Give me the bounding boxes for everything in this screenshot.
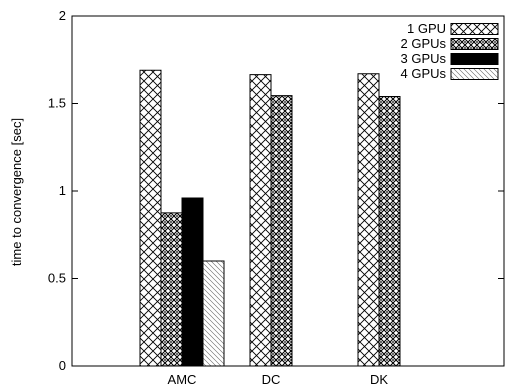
bar-amc-series-1 — [139, 69, 162, 367]
legend-swatch — [450, 38, 499, 50]
y-axis-label: time to convergence [sec] — [9, 118, 24, 266]
legend-swatch — [450, 23, 499, 35]
y-tick-label: 1.5 — [48, 96, 66, 111]
legend-label: 1 GPU — [407, 21, 446, 36]
bar-amc-series-3 — [181, 197, 204, 367]
legend-swatch — [450, 68, 499, 80]
legend-label: 3 GPUs — [400, 51, 446, 66]
bar-dc-series-1 — [249, 74, 272, 367]
bar-dc-series-2 — [270, 95, 293, 367]
x-tick-label: DC — [262, 372, 281, 387]
y-tick-label: 2 — [59, 8, 66, 23]
bar-dk-series-1 — [357, 73, 380, 367]
y-tick-label: 1 — [59, 183, 66, 198]
bar-amc-series-4 — [202, 260, 225, 367]
legend-swatch — [450, 53, 499, 65]
legend-label: 2 GPUs — [400, 36, 446, 51]
bar-amc-series-2 — [160, 212, 183, 367]
legend-label: 4 GPUs — [400, 66, 446, 81]
y-tick-label: 0 — [59, 358, 66, 373]
x-tick-label: DK — [370, 372, 388, 387]
bar-dk-series-2 — [378, 96, 401, 367]
y-tick-label: 0.5 — [48, 271, 66, 286]
x-tick-label: AMC — [168, 372, 197, 387]
